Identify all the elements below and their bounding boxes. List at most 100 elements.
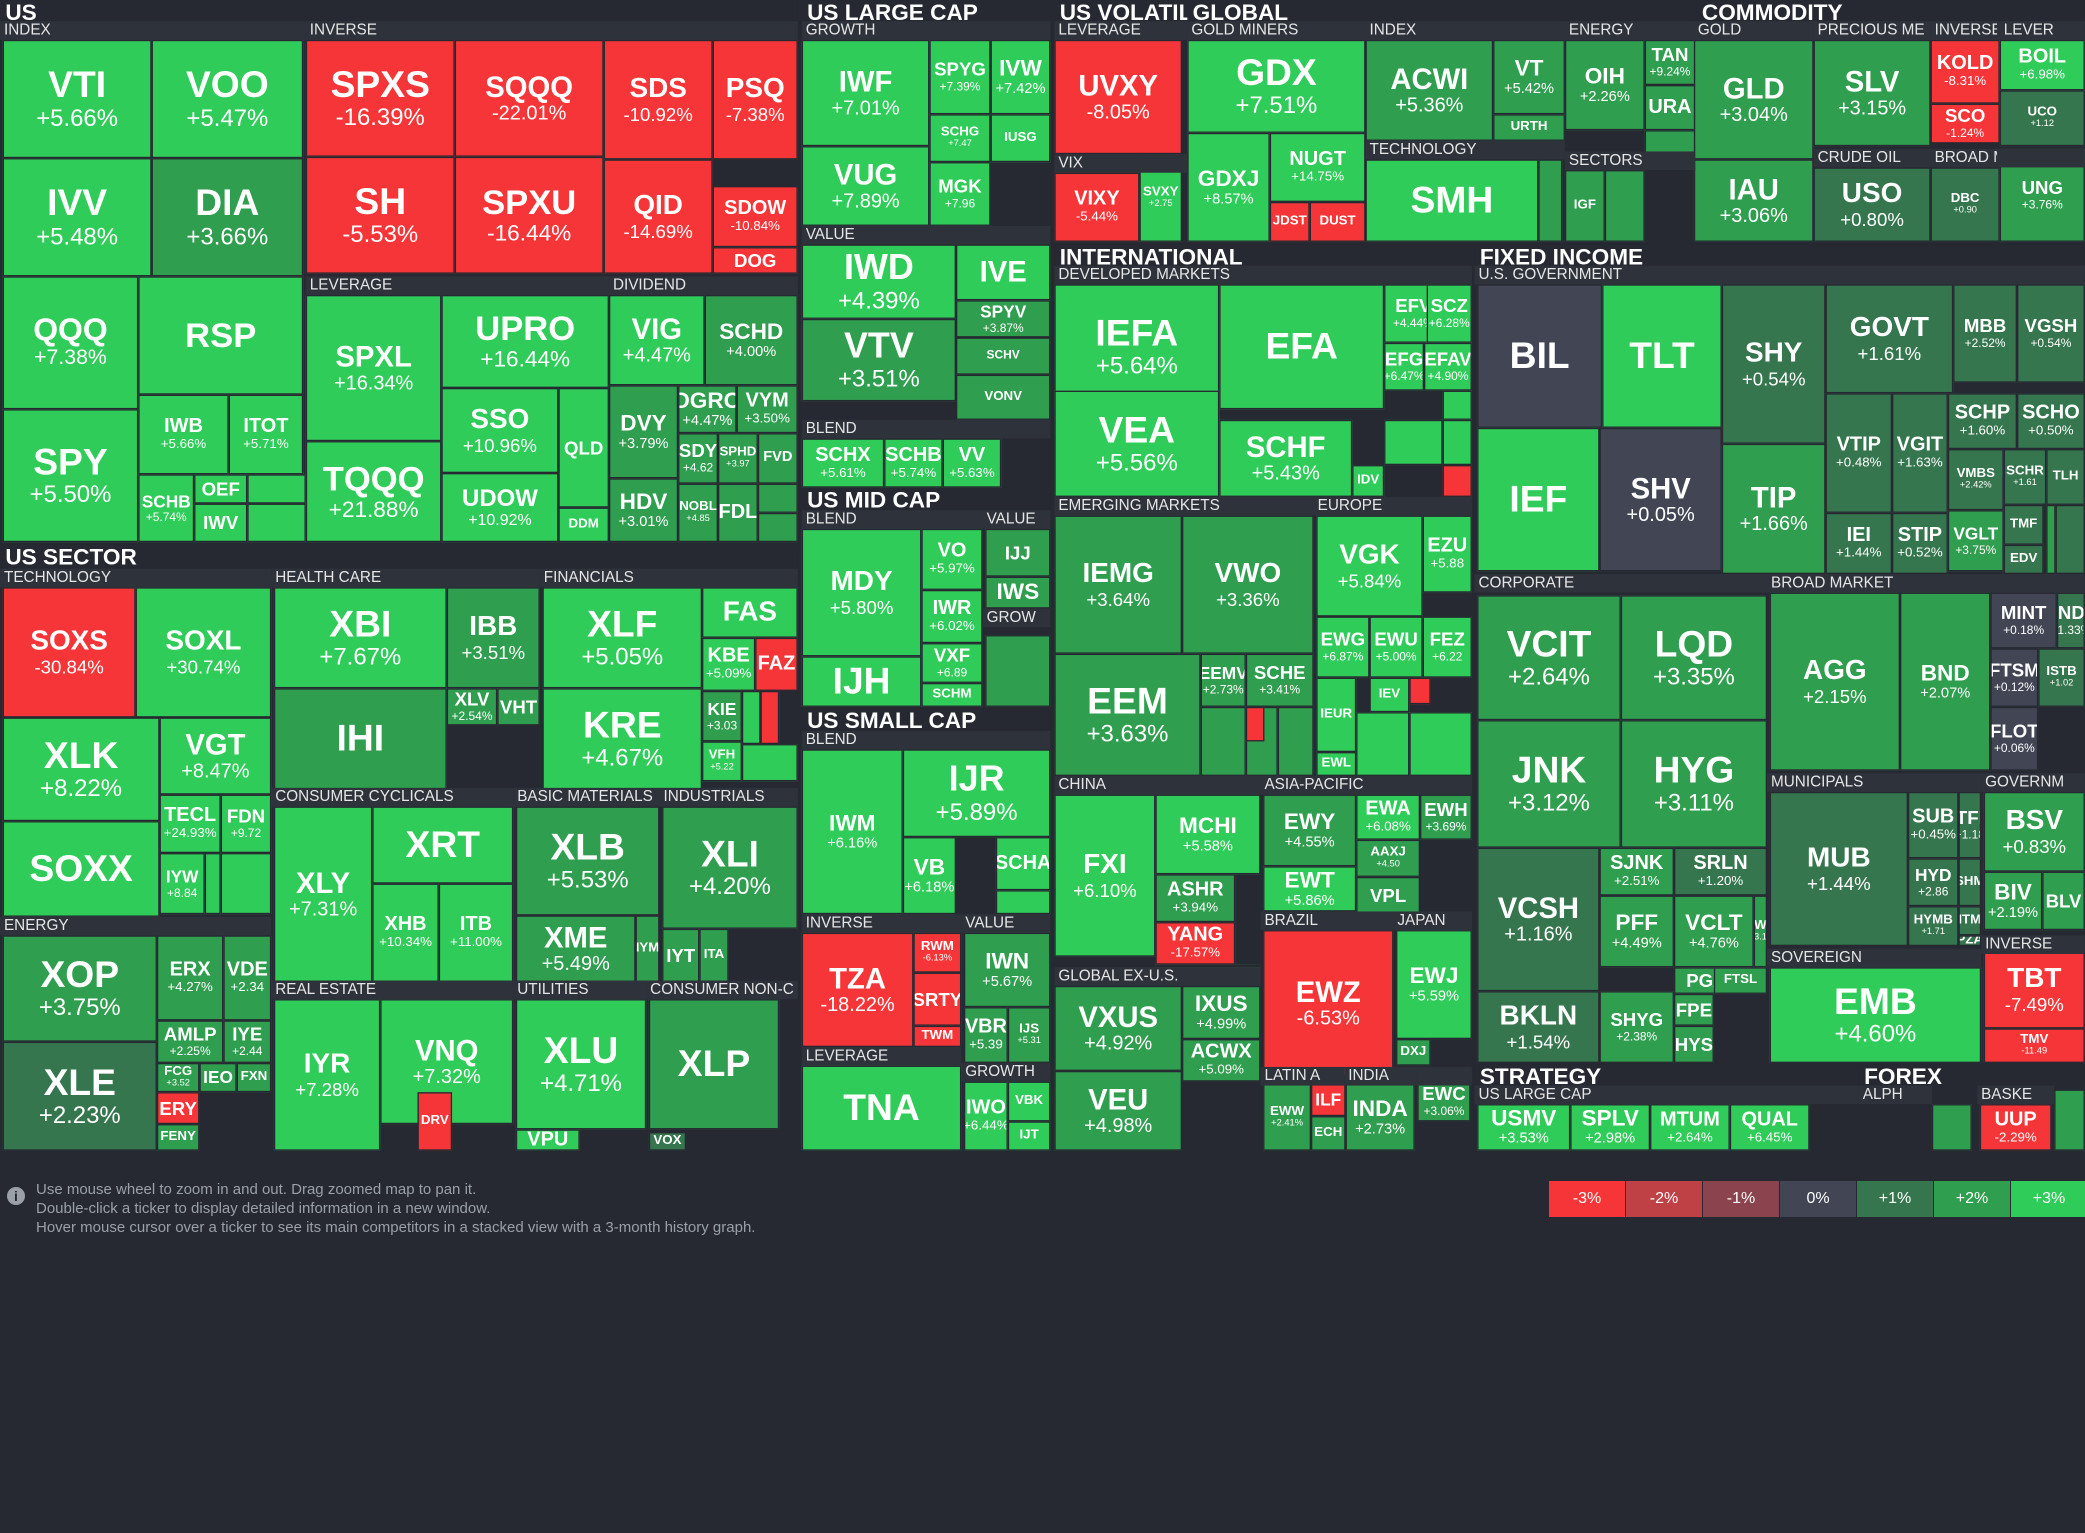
tile-vde[interactable]: VDE +2.34 [223,935,272,1021]
tile-rsp[interactable]: RSP [138,276,304,395]
tile-blv[interactable]: BLV [2042,871,2085,931]
tile-iyr[interactable]: IYR +7.28% [273,999,381,1151]
tile-sds[interactable]: SDS -10.92% [603,39,713,160]
tile-spyg[interactable]: SPYG +7.39% [929,39,991,115]
tile-vo[interactable]: VO +5.97% [921,528,983,590]
tile-ezu[interactable]: EZU +5.88 [1422,515,1472,593]
tile-jnk[interactable]: JNK +3.12% [1477,720,1621,848]
tile-hyd[interactable]: HYD +2.86 [1907,858,1959,907]
tile-xrt[interactable]: XRT [372,806,514,884]
tile-vti[interactable]: VTI +5.66% [2,39,152,159]
tile-nugt[interactable]: NUGT +14.75% [1269,132,1366,202]
tile-tlh[interactable]: TLH [2046,449,2085,505]
tile-vpu[interactable]: VPU [515,1129,580,1151]
tile-itb[interactable]: ITB +11.00% [438,883,514,982]
tile-schv[interactable]: SCHV [955,337,1051,375]
tile-xbi[interactable]: XBI +7.67% [273,587,447,689]
tile-vonv[interactable]: VONV [955,374,1051,420]
tile-smh[interactable]: SMH [1365,159,1539,242]
tile-emb[interactable]: EMB +4.60% [1769,967,1982,1063]
tile-bil[interactable]: BIL [1477,284,1603,428]
tile-flot[interactable]: FLOT +0.06% [1990,706,2039,771]
tile-oih[interactable]: OIH +2.26% [1564,39,1645,131]
tile-shm[interactable]: SHM [1958,858,1982,907]
minor-tile[interactable] [757,483,798,513]
tile-sdy[interactable]: SDY +4.62 [678,433,718,484]
tile-fas[interactable]: FAS [702,587,798,638]
minor-tile[interactable] [1409,677,1431,705]
tile-ewa[interactable]: EWA +6.08% [1356,794,1421,840]
tile-ijj[interactable]: IJJ [985,528,1051,577]
tile-spxu[interactable]: SPXU -16.44% [454,156,604,274]
tile-ewc[interactable]: EWC +3.06% [1417,1081,1471,1122]
tile-ijs[interactable]: IJS +5.31 [1007,1007,1051,1063]
tile-sso[interactable]: SSO +10.96% [441,387,559,474]
tile-spy[interactable]: SPY +5.50% [2,409,139,543]
tile-vmbs[interactable]: VMBS +2.42% [1947,449,2004,511]
minor-tile[interactable] [1245,706,1265,742]
tile-ihi[interactable]: IHI [273,688,447,790]
tile-fdn[interactable]: FDN +9.72 [220,794,272,854]
tile-vglt[interactable]: VGLT +3.75% [1947,510,2004,572]
tile-veu[interactable]: VEU +4.98% [1054,1070,1183,1151]
tile-ewy[interactable]: EWY +4.55% [1263,794,1357,867]
tile-ewj[interactable]: EWJ +5.59% [1396,930,1472,1040]
tile-iusg[interactable]: IUSG [990,114,1051,163]
tile-ibb[interactable]: IBB +3.51% [446,587,540,689]
tile-iwn[interactable]: IWN +5.67% [963,932,1051,1008]
tile-ewg[interactable]: EWG +6.87% [1316,616,1370,678]
tile-amlp[interactable]: AMLP +2.25% [156,1020,224,1063]
tile-iyw[interactable]: IYW +8.84 [159,853,205,915]
minor-tile[interactable] [247,474,306,504]
tile-xlv[interactable]: XLV +2.54% [446,688,498,726]
tile-cwb[interactable]: CWB+3.14 [1753,895,1768,968]
tile-uso[interactable]: USO +0.80% [1813,167,1931,242]
tile-dxj[interactable]: DXJ [1396,1039,1431,1066]
minor-tile[interactable] [1442,390,1472,420]
tile-xhb[interactable]: XHB +10.34% [372,883,439,982]
tile-schr[interactable]: SCHR +1.61 [2003,449,2047,505]
tile-vgsh[interactable]: VGSH +0.54% [2017,284,2085,383]
tile-itm[interactable]: ITM [1958,906,1982,936]
tile-iye[interactable]: IYE +2.44 [223,1020,272,1063]
tile-urth[interactable]: URTH [1493,114,1565,141]
tile-iev[interactable]: IEV [1369,677,1410,713]
tile-tqqq[interactable]: TQQQ +21.88% [305,441,442,543]
tile-boil[interactable]: BOIL +6.98% [1999,39,2085,91]
tile-mint[interactable]: MINT +0.18% [1990,592,2057,649]
tile-vcit[interactable]: VCIT +2.64% [1477,595,1621,721]
tile-eem[interactable]: EEM +3.63% [1054,653,1201,776]
tile-ieo[interactable]: IEO [199,1062,237,1093]
tile-stip[interactable]: STIP +0.52% [1892,512,1948,574]
tile-vb[interactable]: VB +6.18% [902,837,956,915]
tile-ilf[interactable]: ILF [1310,1084,1346,1117]
tile-biv[interactable]: BIV +2.19% [1983,871,2043,931]
tile-upro[interactable]: UPRO +16.44% [441,294,609,388]
minor-tile[interactable] [1155,964,1261,968]
tile-vig[interactable]: VIG +4.47% [608,294,705,386]
tile-xli[interactable]: XLI +4.20% [662,806,798,929]
tile-sh[interactable]: SH -5.53% [305,156,455,274]
tile-kbe[interactable]: KBE +5.09% [702,637,756,691]
tile-mub[interactable]: MUB +1.44% [1769,791,1908,947]
tile-sche[interactable]: SCHE +3.41% [1245,653,1314,707]
tile-vea[interactable]: VEA +5.56% [1054,390,1220,497]
tile-bndx[interactable]: BNDX+1.33% [2056,592,2085,649]
tile-kold[interactable]: KOLD -8.31% [1930,39,2000,104]
tile-iwv[interactable]: IWV [194,503,248,543]
tile-ijt[interactable]: IJT [1007,1121,1051,1151]
tile-tmv[interactable]: TMV -11.49 [1983,1028,2085,1063]
minor-tile[interactable] [204,853,221,915]
tile-sjnk[interactable]: SJNK +2.51% [1599,847,1674,896]
tile-eemv[interactable]: EEMV +2.73% [1200,653,1246,707]
tile-acwi[interactable]: ACWI +5.36% [1365,39,1494,141]
tile-tip[interactable]: TIP +1.66% [1721,443,1826,574]
tile-tfi[interactable]: TFI+1.18 [1958,791,1982,859]
tile-uvxy[interactable]: UVXY -8.05% [1054,39,1183,155]
tile-iws[interactable]: IWS [985,576,1051,609]
tile-iwo[interactable]: IWO +6.44% [963,1081,1008,1151]
tile-vpl[interactable]: VPL [1356,876,1421,915]
tile-tna[interactable]: TNA [801,1065,962,1151]
tile-shyg[interactable]: SHYG +2.38% [1599,991,1674,1063]
tile-kre[interactable]: KRE +4.67% [542,688,703,790]
